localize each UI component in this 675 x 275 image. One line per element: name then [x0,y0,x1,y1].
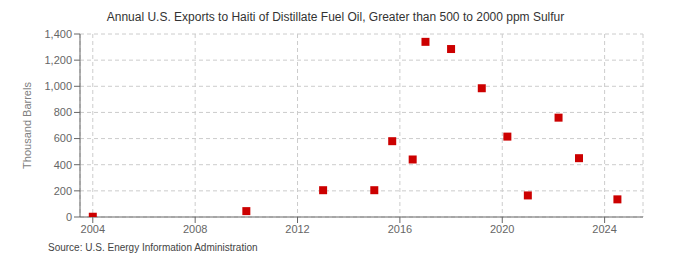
html-text:Source: U.S. Energy Informatio: Source: U.S. Energy Information Administ… [48,242,258,253]
svg-text:2020: 2020 [490,223,514,235]
svg-text:800: 800 [54,106,72,118]
svg-text:2004: 2004 [81,223,105,235]
svg-text:2012: 2012 [285,223,309,235]
svg-text:1,200: 1,200 [44,54,72,66]
svg-text:Thousand Barrels: Thousand Barrels [21,82,33,169]
svg-text:2016: 2016 [388,223,412,235]
svg-text:2024: 2024 [592,223,616,235]
svg-text:400: 400 [54,159,72,171]
svg-text:1,400: 1,400 [44,28,72,40]
svg-text:200: 200 [54,185,72,197]
svg-text:2008: 2008 [183,223,207,235]
svg-text:0: 0 [66,211,72,223]
svg-text:600: 600 [54,132,72,144]
html-text:Annual U.S. Exports to Haiti o: Annual U.S. Exports to Haiti of Distilla… [106,10,565,24]
svg-text:1,000: 1,000 [44,80,72,92]
